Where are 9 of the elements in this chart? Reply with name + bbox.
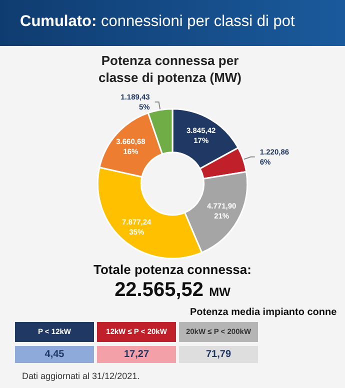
text: 17,27 [97, 346, 176, 363]
text: 22.565,52 MW [114, 279, 232, 302]
text: 4,45 [15, 346, 94, 363]
text: Potenza media impianto conne [190, 307, 337, 318]
chart-title: Cumulato: connessioni per classi di pot [20, 13, 295, 31]
text: Totale potenza connessa: [92, 262, 252, 277]
text: 71,79 [179, 346, 258, 363]
chart-subtitle: Potenza connessa per classe di potenza (MW) [97, 52, 243, 86]
text: Dati aggiornati al 31/12/2021. [22, 371, 140, 381]
